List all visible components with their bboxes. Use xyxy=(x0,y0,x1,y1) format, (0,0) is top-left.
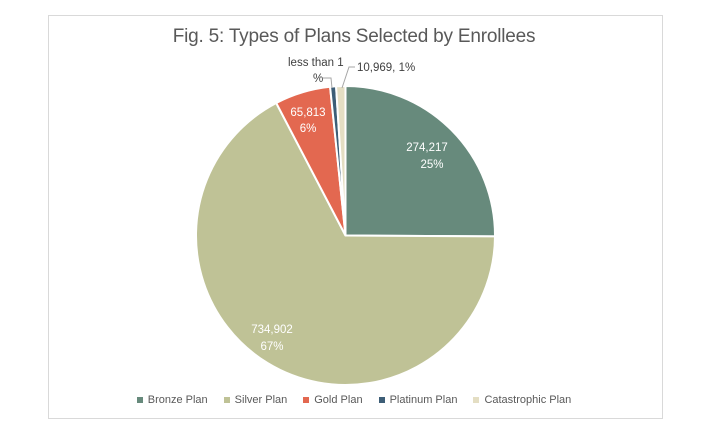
bronze-swatch xyxy=(136,397,143,403)
legend-label: Bronze Plan xyxy=(147,394,208,406)
legend-item-catastrophic: Catastrophic Plan xyxy=(473,394,571,406)
gold-swatch xyxy=(303,397,310,403)
pie-slice-silver-plan xyxy=(195,101,497,386)
legend-item-gold: Gold Plan xyxy=(303,394,363,406)
gold-value-label: 65,813 xyxy=(290,107,325,119)
bronze-pct-label: 25% xyxy=(420,159,443,171)
platinum-leader-line xyxy=(323,77,333,89)
legend-label: Platinum Plan xyxy=(389,394,458,406)
platinum-swatch xyxy=(378,397,385,403)
legend-label: Gold Plan xyxy=(314,394,363,406)
gold-pct-label: 6% xyxy=(300,123,317,135)
chart-title: Fig. 5: Types of Plans Selected by Enrol… xyxy=(172,26,536,47)
pie-slice-catastrophic-plan xyxy=(335,84,347,236)
pie-slice-bronze-plan xyxy=(344,84,496,238)
silver-swatch xyxy=(223,397,230,403)
catastrophic-label: 10,969, 1% xyxy=(357,62,415,74)
legend-item-platinum: Platinum Plan xyxy=(378,394,458,406)
legend-label: Silver Plan xyxy=(234,394,288,406)
pie-slices xyxy=(195,84,497,386)
legend-item-silver: Silver Plan xyxy=(223,394,288,406)
catastrophic-swatch xyxy=(473,397,480,403)
legend: Bronze Plan Silver Plan Gold Plan Platin… xyxy=(0,394,708,406)
silver-pct-label: 67% xyxy=(260,341,283,353)
platinum-label-line1: less than 1 xyxy=(288,57,344,69)
catastrophic-leader-line xyxy=(341,66,355,89)
legend-label: Catastrophic Plan xyxy=(484,394,572,406)
legend-item-bronze: Bronze Plan xyxy=(136,394,208,406)
platinum-label-line2: % xyxy=(313,73,323,85)
bronze-value-label: 274,217 xyxy=(406,142,448,154)
silver-value-label: 734,902 xyxy=(251,324,293,336)
